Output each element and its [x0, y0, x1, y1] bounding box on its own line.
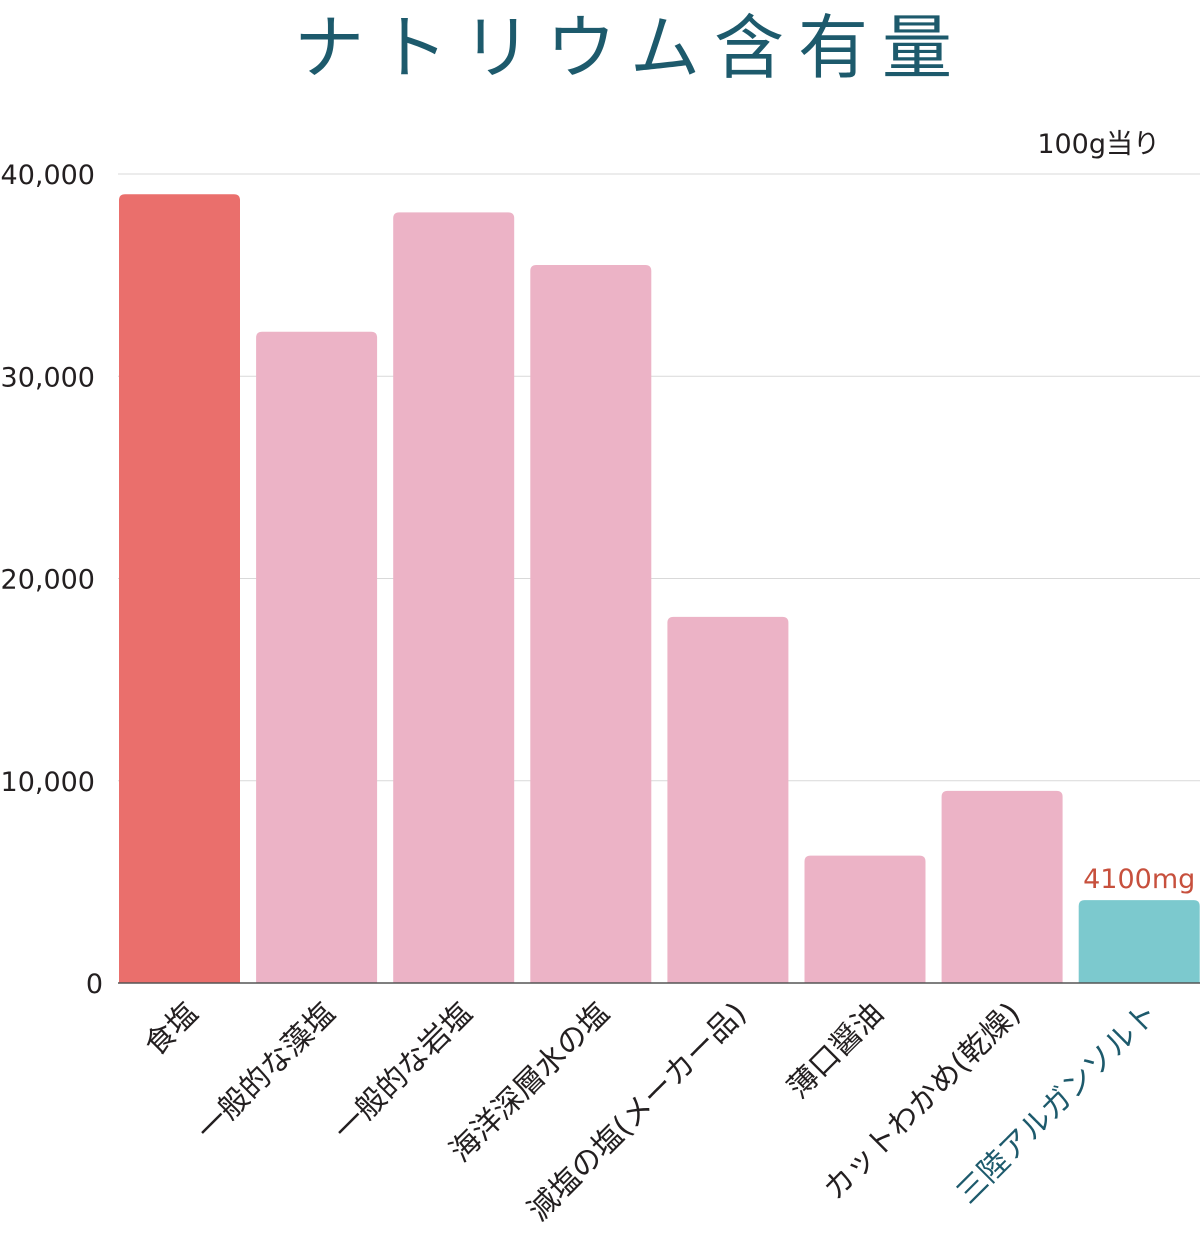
y-tick-label: 0 — [86, 969, 103, 1000]
bar-8 — [1078, 900, 1200, 983]
x-tick-label: 薄口醤油 — [781, 996, 891, 1106]
y-tick-label: 10,000 — [1, 767, 95, 798]
y-tick-label: 40,000 — [1, 160, 95, 191]
x-tick-label: 食塩 — [138, 996, 205, 1063]
chart-title: ナトリウム含有量 — [294, 7, 966, 89]
bar-6 — [804, 855, 926, 983]
x-tick-label: 一般的な岩塩 — [327, 996, 479, 1148]
unit-note: 100g当り — [1037, 129, 1160, 160]
x-tick-label: 一般的な藻塩 — [190, 996, 342, 1148]
highlight-value-label: 4100mg — [1083, 864, 1195, 895]
bar-7 — [941, 790, 1063, 983]
bar-5 — [667, 616, 789, 983]
bar-3 — [393, 212, 515, 984]
y-axis: 0 10,000 20,000 30,000 40,000 — [1, 160, 103, 1000]
y-tick-label: 20,000 — [1, 565, 95, 596]
value-labels: 4100mg — [1083, 864, 1195, 895]
y-tick-label: 30,000 — [1, 362, 95, 393]
bar-1 — [119, 194, 240, 984]
bar-2 — [256, 331, 378, 983]
bar-4 — [530, 265, 652, 983]
bars — [119, 194, 1200, 984]
